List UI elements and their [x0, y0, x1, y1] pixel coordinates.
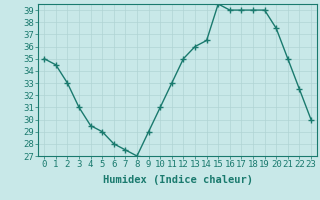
- X-axis label: Humidex (Indice chaleur): Humidex (Indice chaleur): [103, 175, 252, 185]
